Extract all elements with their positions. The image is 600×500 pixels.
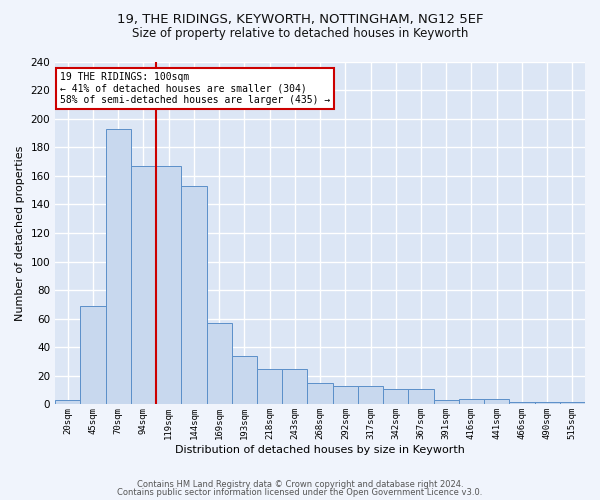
Bar <box>509 402 535 404</box>
Bar <box>535 402 560 404</box>
Bar <box>232 356 257 405</box>
Bar <box>332 386 358 404</box>
Bar <box>307 383 332 404</box>
Y-axis label: Number of detached properties: Number of detached properties <box>15 146 25 320</box>
Bar <box>560 402 585 404</box>
Bar <box>459 398 484 404</box>
Bar <box>206 323 232 404</box>
Bar <box>106 128 131 404</box>
Text: Contains public sector information licensed under the Open Government Licence v3: Contains public sector information licen… <box>118 488 482 497</box>
Text: 19 THE RIDINGS: 100sqm
← 41% of detached houses are smaller (304)
58% of semi-de: 19 THE RIDINGS: 100sqm ← 41% of detached… <box>60 72 331 104</box>
Text: 19, THE RIDINGS, KEYWORTH, NOTTINGHAM, NG12 5EF: 19, THE RIDINGS, KEYWORTH, NOTTINGHAM, N… <box>117 12 483 26</box>
Bar <box>282 368 307 404</box>
Bar <box>156 166 181 404</box>
Text: Size of property relative to detached houses in Keyworth: Size of property relative to detached ho… <box>132 28 468 40</box>
Bar <box>484 398 509 404</box>
Bar <box>80 306 106 404</box>
Bar <box>181 186 206 404</box>
Bar <box>131 166 156 404</box>
Bar <box>409 388 434 404</box>
Text: Contains HM Land Registry data © Crown copyright and database right 2024.: Contains HM Land Registry data © Crown c… <box>137 480 463 489</box>
Bar <box>55 400 80 404</box>
Bar <box>434 400 459 404</box>
Bar <box>358 386 383 404</box>
X-axis label: Distribution of detached houses by size in Keyworth: Distribution of detached houses by size … <box>175 445 465 455</box>
Bar <box>383 388 409 404</box>
Bar <box>257 368 282 404</box>
